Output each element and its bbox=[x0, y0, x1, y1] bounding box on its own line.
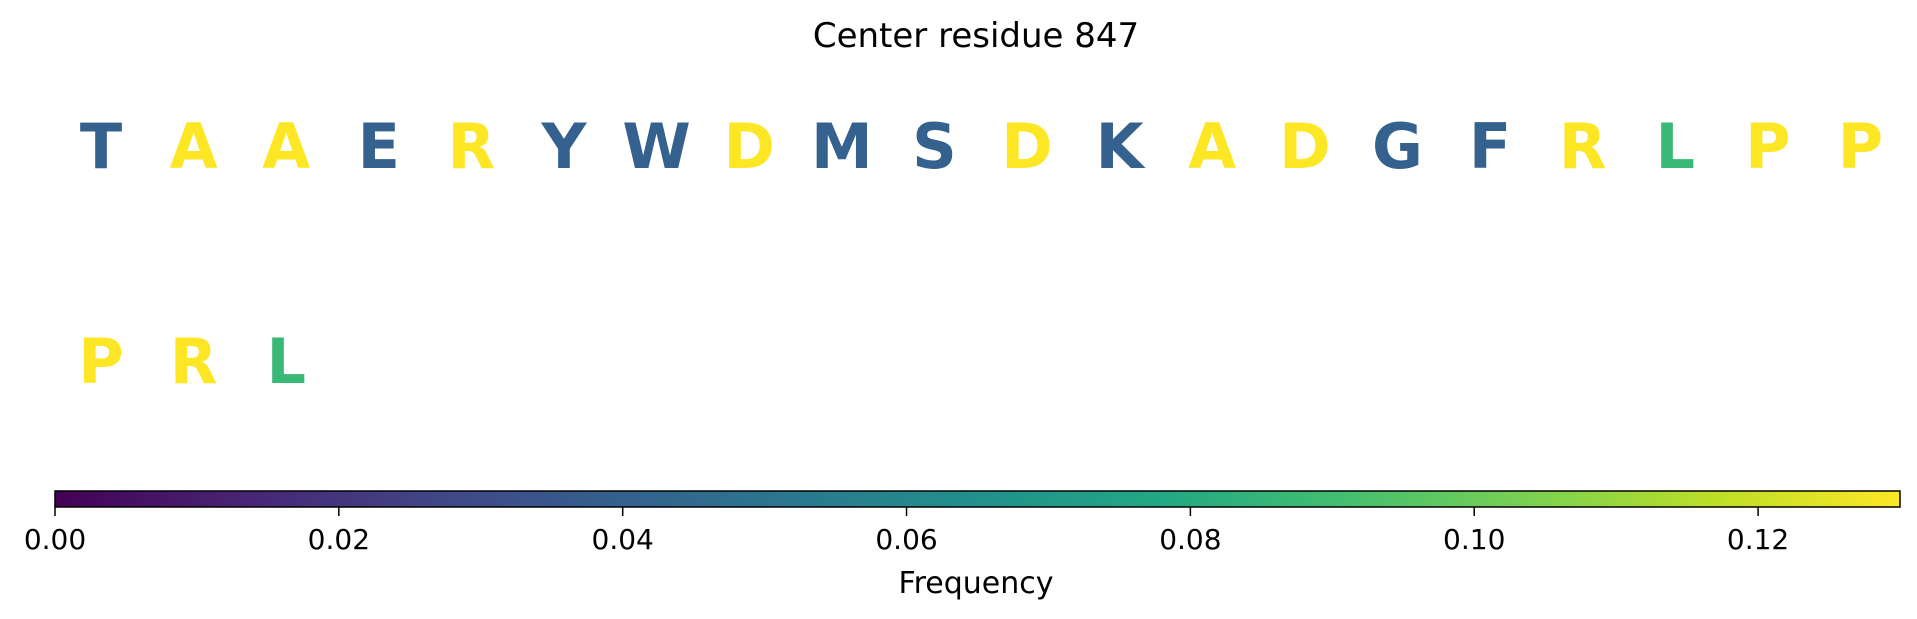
residue-letter: A bbox=[170, 110, 218, 183]
residue-letter: W bbox=[622, 110, 690, 183]
residue-letter: P bbox=[78, 325, 123, 398]
residue-letter: K bbox=[1096, 110, 1146, 183]
residue-letter: S bbox=[912, 110, 957, 183]
residue-letter: P bbox=[1838, 110, 1883, 183]
residue-letter: Y bbox=[541, 110, 588, 183]
residue-letter: L bbox=[266, 325, 306, 398]
colorbar-tick-label: 0.12 bbox=[1727, 523, 1789, 556]
colorbar-tick-label: 0.04 bbox=[592, 523, 654, 556]
colorbar-tick-label: 0.10 bbox=[1443, 523, 1505, 556]
colorbar-tick-label: 0.02 bbox=[308, 523, 370, 556]
chart-title: Center residue 847 bbox=[813, 16, 1139, 56]
residue-letter: A bbox=[1188, 110, 1236, 183]
residue-letter: F bbox=[1469, 110, 1511, 183]
residue-letter: R bbox=[448, 110, 496, 183]
residue-letter: D bbox=[1001, 110, 1052, 183]
residue-letter: T bbox=[80, 110, 122, 183]
colorbar-ticks: 0.00 0.02 0.04 0.06 0.08 0.10 0.12 bbox=[24, 507, 1789, 556]
residue-letter: E bbox=[358, 110, 400, 183]
residue-letter: G bbox=[1372, 110, 1423, 183]
residue-letter: D bbox=[1279, 110, 1330, 183]
colorbar-label: Frequency bbox=[899, 566, 1054, 601]
residue-letter: R bbox=[170, 325, 218, 398]
residue-sequence: T A A E R Y W D M S D K A D G F R L P PP R L bbox=[78, 110, 1883, 398]
residue-letter: P bbox=[1745, 110, 1790, 183]
residue-letter: L bbox=[1655, 110, 1695, 183]
colorbar-tick-label: 0.08 bbox=[1159, 523, 1221, 556]
residue-letter: D bbox=[723, 110, 774, 183]
colorbar-tick-label: 0.06 bbox=[875, 523, 937, 556]
colorbar-tick-label: 0.00 bbox=[24, 523, 86, 556]
residue-letter: R bbox=[1559, 110, 1607, 183]
colorbar bbox=[54, 490, 1901, 508]
residue-letter: M bbox=[811, 110, 873, 183]
residue-letter: A bbox=[262, 110, 310, 183]
